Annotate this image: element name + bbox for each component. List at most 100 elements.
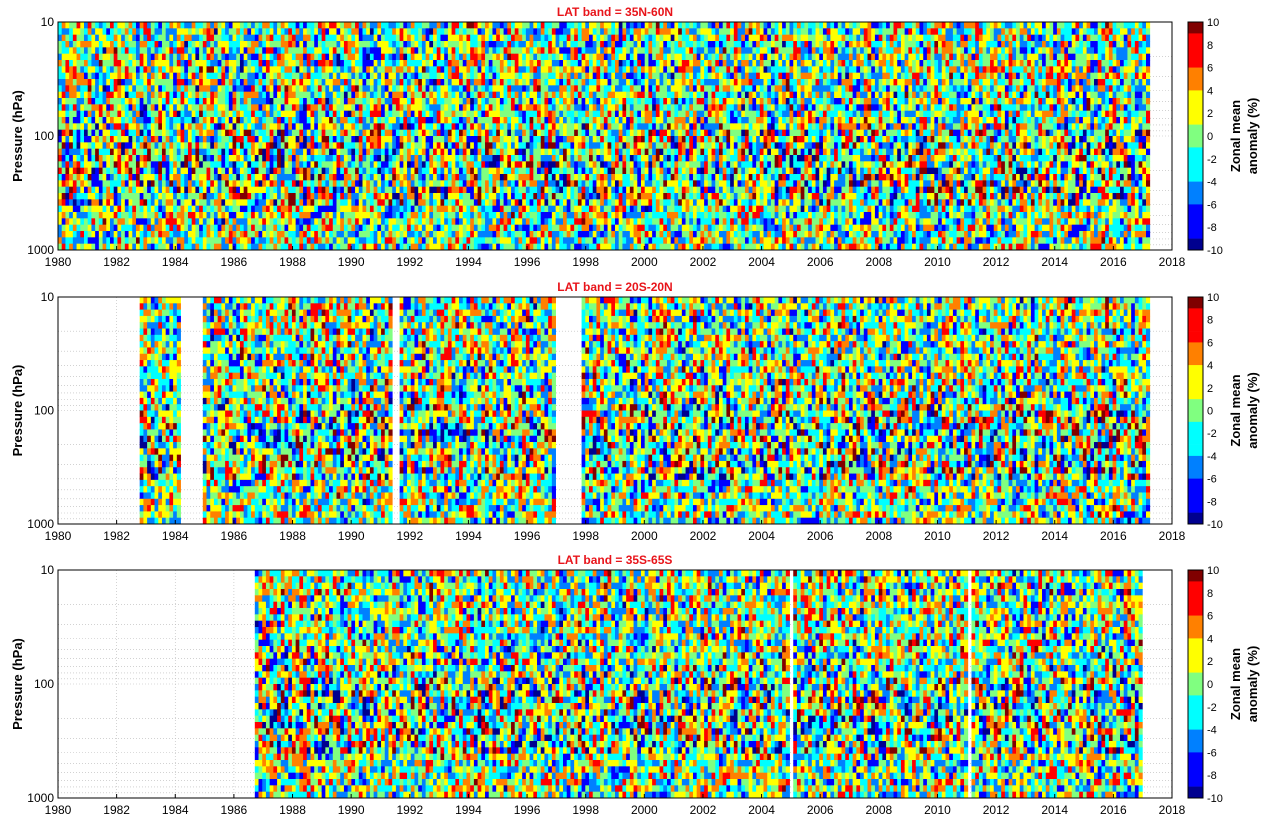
heatmap-cell [236, 117, 240, 124]
heatmap-cell [359, 28, 363, 35]
heatmap-cell [318, 244, 322, 251]
heatmap-cell [362, 123, 366, 130]
heatmap-cell [273, 168, 277, 175]
heatmap-cell [537, 155, 541, 162]
heatmap-cell [455, 28, 459, 35]
heatmap-cell [281, 155, 285, 162]
heatmap-cell [244, 35, 248, 42]
heatmap-cell [452, 187, 456, 194]
heatmap-cell [504, 92, 508, 99]
heatmap-cell [125, 174, 129, 181]
heatmap-cell [91, 47, 95, 54]
heatmap-cell [333, 28, 337, 35]
heatmap-cell [381, 73, 385, 80]
heatmap-cell [273, 149, 277, 156]
heatmap-cell [478, 92, 482, 99]
heatmap-cell [526, 92, 530, 99]
heatmap-cell [147, 104, 151, 111]
heatmap-cell [203, 199, 207, 206]
heatmap-cell [377, 168, 381, 175]
heatmap-cell [91, 98, 95, 105]
heatmap-cell [58, 85, 62, 92]
heatmap-cell [377, 244, 381, 251]
heatmap-cell [73, 180, 77, 187]
heatmap-cell [288, 60, 292, 67]
heatmap-cell [337, 130, 341, 137]
heatmap-cell [103, 22, 107, 29]
heatmap-cell [273, 174, 277, 181]
heatmap-cell [452, 237, 456, 244]
heatmap-cell [273, 231, 277, 238]
heatmap-cell [518, 161, 522, 168]
heatmap-cell [426, 149, 430, 156]
heatmap-cell [266, 161, 270, 168]
heatmap-cell [455, 35, 459, 42]
heatmap-cell [311, 92, 315, 99]
heatmap-cell [567, 98, 571, 105]
heatmap-cell [522, 199, 526, 206]
heatmap-cell [136, 206, 140, 213]
heatmap-cell [177, 117, 181, 124]
heatmap-cell [370, 130, 374, 137]
heatmap-cell [151, 104, 155, 111]
heatmap-cell [370, 111, 374, 118]
heatmap-cell [84, 28, 88, 35]
heatmap-cell [207, 98, 211, 105]
heatmap-cell [359, 73, 363, 80]
heatmap-cell [281, 174, 285, 181]
heatmap-cell [192, 136, 196, 143]
heatmap-cell [567, 149, 571, 156]
heatmap-cell [288, 193, 292, 200]
heatmap-cell [440, 206, 444, 213]
heatmap-cell [429, 123, 433, 130]
heatmap-cell [340, 142, 344, 149]
heatmap-cell [329, 66, 333, 73]
heatmap-cell [563, 187, 567, 194]
heatmap-cell [448, 161, 452, 168]
heatmap-cell [559, 206, 563, 213]
heatmap-cell [437, 117, 441, 124]
heatmap-cell [478, 41, 482, 48]
heatmap-cell [136, 244, 140, 251]
heatmap-cell [351, 142, 355, 149]
heatmap-cell [333, 47, 337, 54]
heatmap-cell [463, 206, 467, 213]
heatmap-cell [225, 136, 229, 143]
heatmap-cell [62, 136, 66, 143]
heatmap-cell [158, 218, 162, 225]
heatmap-cell [511, 225, 515, 232]
heatmap-cell [429, 66, 433, 73]
heatmap-cell [210, 28, 214, 35]
heatmap-cell [533, 22, 537, 29]
heatmap-cell [548, 79, 552, 86]
heatmap-cell [136, 104, 140, 111]
heatmap-cell [359, 161, 363, 168]
heatmap-cell [500, 41, 504, 48]
heatmap-cell [132, 41, 136, 48]
heatmap-cell [184, 79, 188, 86]
heatmap-cell [537, 123, 541, 130]
heatmap-cell [433, 244, 437, 251]
heatmap-cell [422, 187, 426, 194]
heatmap-cell [385, 73, 389, 80]
heatmap-cell [351, 187, 355, 194]
heatmap-cell [414, 231, 418, 238]
heatmap-cell [188, 174, 192, 181]
heatmap-cell [407, 237, 411, 244]
heatmap-cell [99, 174, 103, 181]
heatmap-cell [429, 85, 433, 92]
heatmap-cell [559, 98, 563, 105]
heatmap-cell [132, 142, 136, 149]
heatmap-cell [233, 117, 237, 124]
heatmap-cell [381, 187, 385, 194]
heatmap-cell [478, 168, 482, 175]
heatmap-cell [240, 130, 244, 137]
heatmap-cell [91, 104, 95, 111]
heatmap-cell [218, 180, 222, 187]
heatmap-cell [422, 180, 426, 187]
heatmap-cell [155, 130, 159, 137]
heatmap-cell [403, 60, 407, 67]
heatmap-cell [337, 35, 341, 42]
heatmap-cell [403, 161, 407, 168]
heatmap-cell [559, 161, 563, 168]
